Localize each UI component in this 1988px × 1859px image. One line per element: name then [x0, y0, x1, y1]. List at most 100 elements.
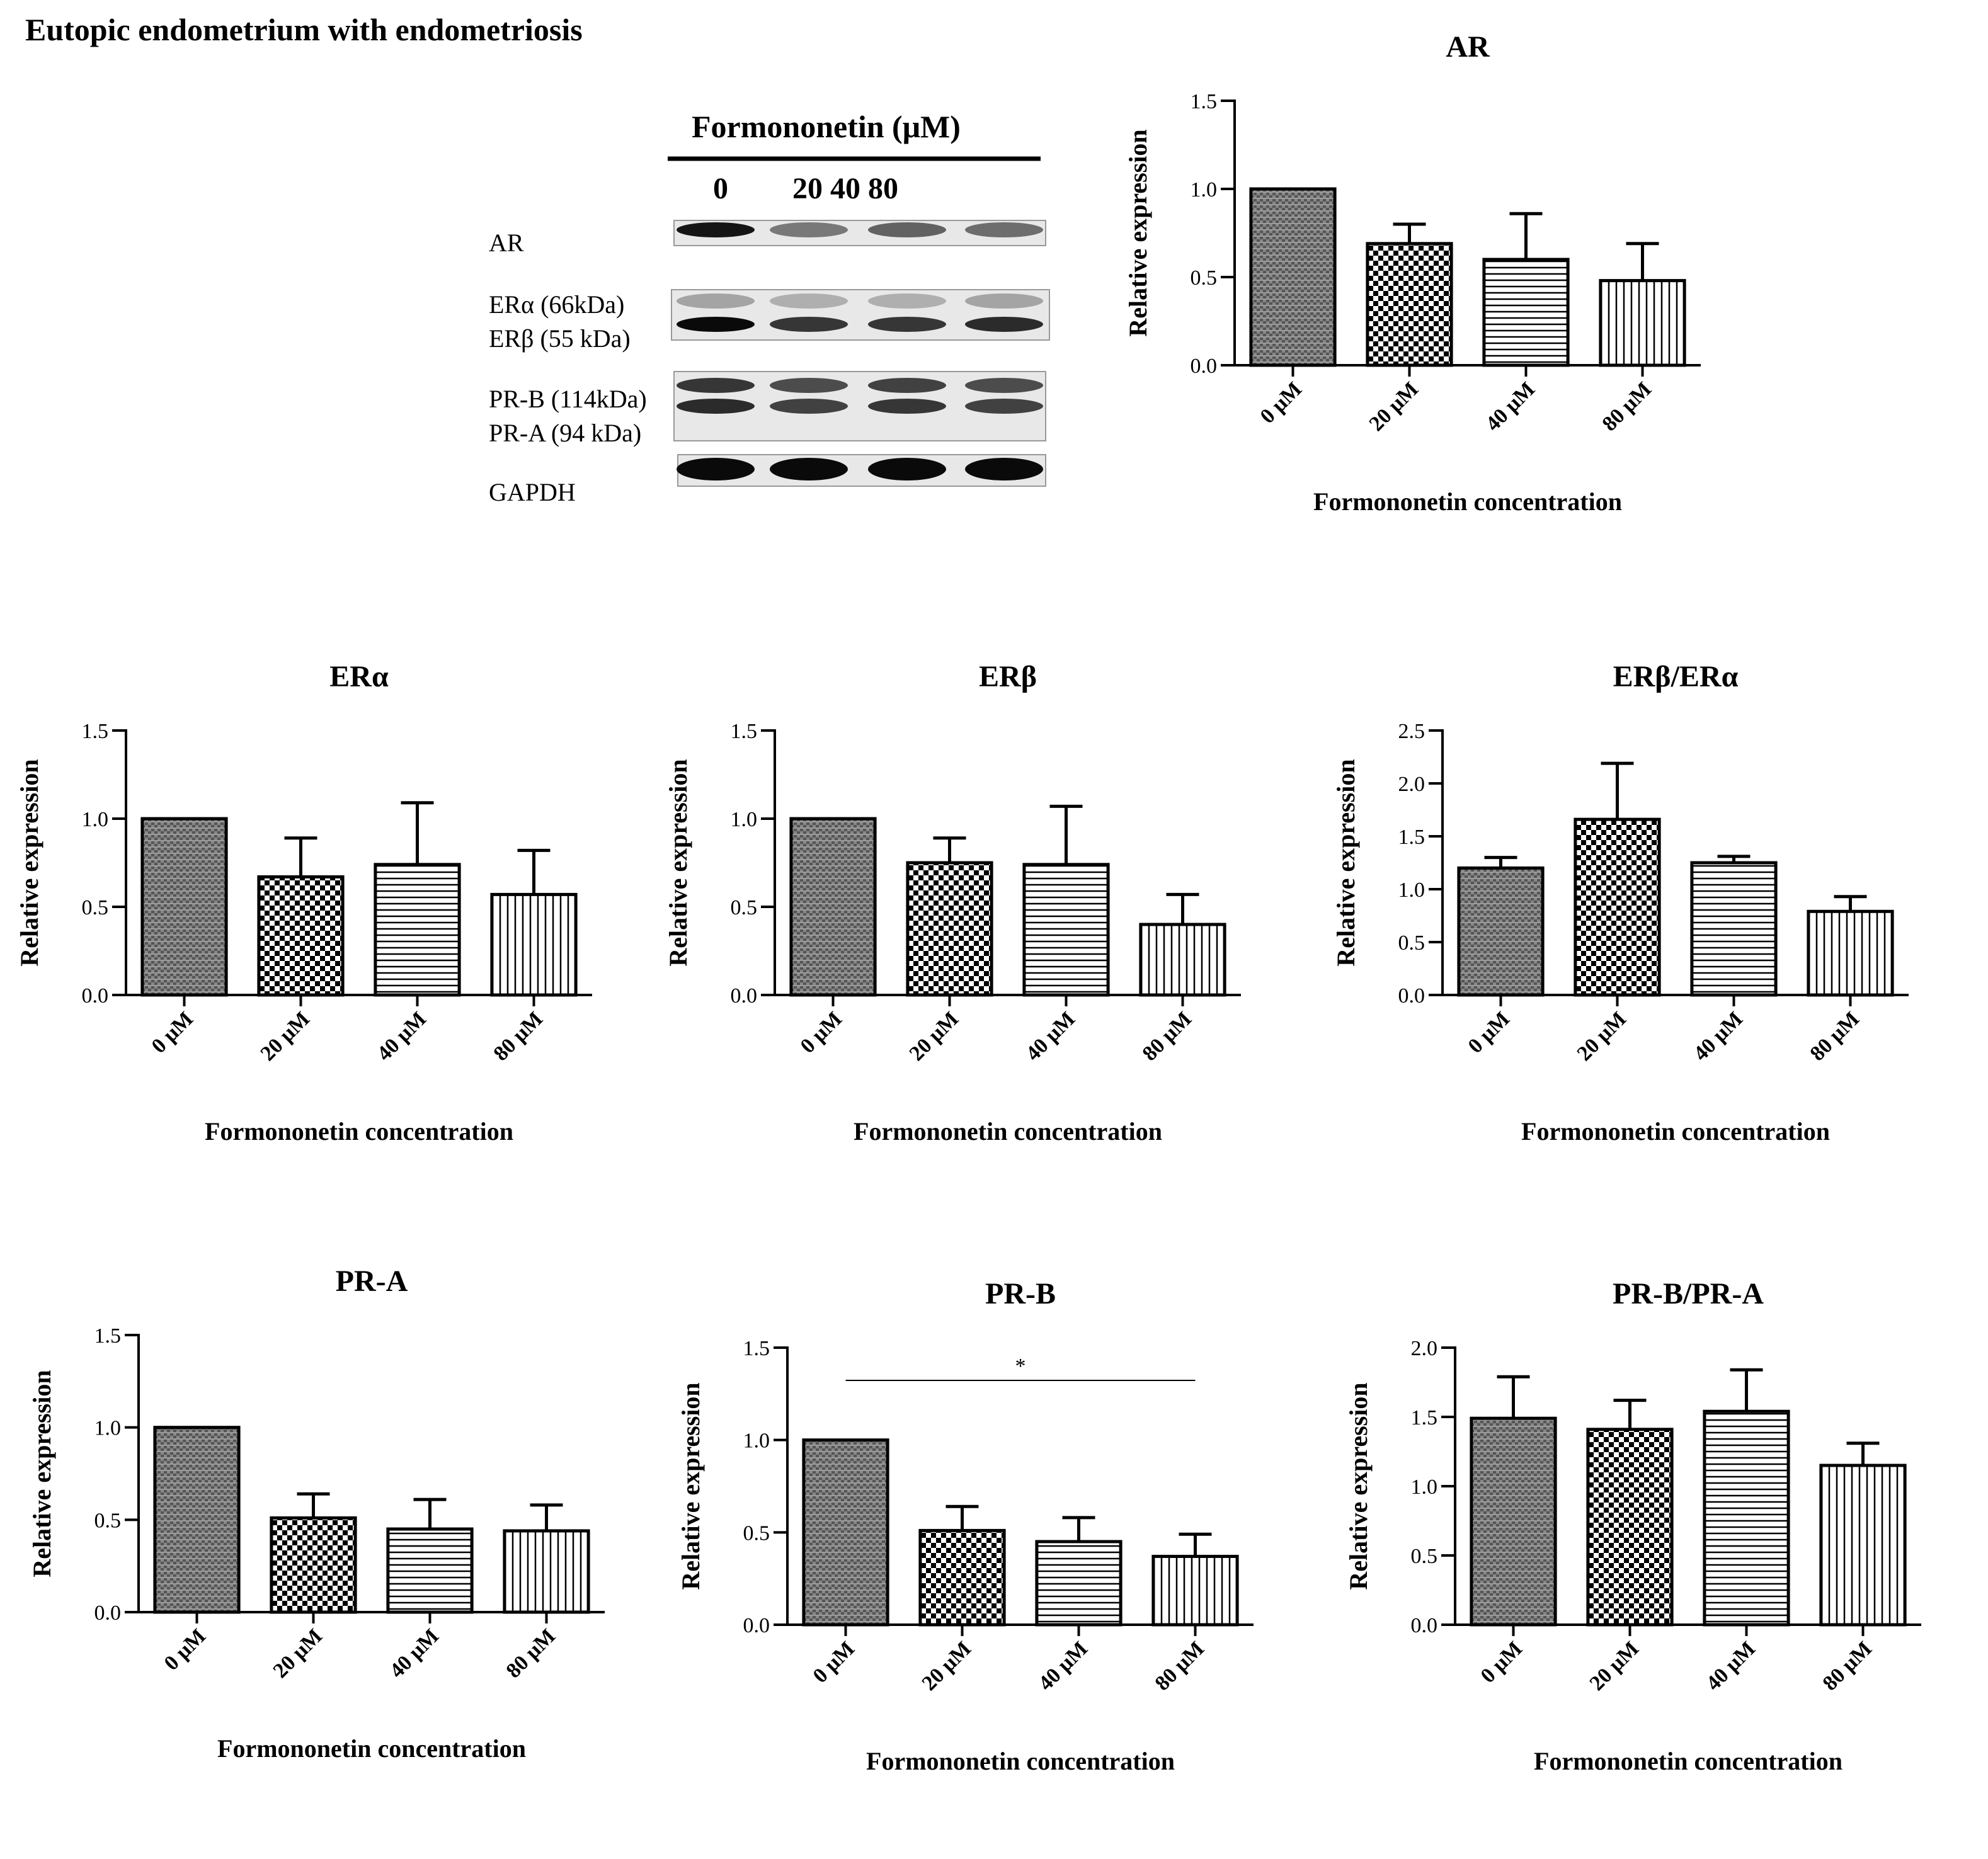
x-tick-label: 80 μM — [1819, 1637, 1877, 1695]
y-tick-label: 1.0 — [94, 1417, 122, 1440]
bar-3 — [490, 892, 578, 997]
y-tick-label: 2.0 — [1398, 773, 1425, 796]
bar-2 — [1482, 258, 1570, 367]
x-tick-label: 0 μM — [147, 1007, 198, 1058]
blot-band-erb-3 — [965, 317, 1043, 332]
chart-erb-era: ERβ/ERα 0.0 0.5 1.0 1.5 2.0 2.5 Relative expres… — [1329, 649, 1934, 1228]
bar-0 — [140, 817, 228, 997]
y-tick-label: 0.5 — [743, 1521, 770, 1545]
y-axis-label: Relative expression — [1332, 759, 1360, 966]
x-axis-label: Formononetin concentration — [1521, 1117, 1830, 1146]
blot-label-erb: ERβ (55 kDa) — [489, 324, 631, 353]
x-tick-label: 20 μM — [905, 1007, 964, 1066]
chart-prb-pra: PR-B/PR-A 0.0 0.5 1.0 1.5 2.0 Relative express… — [1342, 1266, 1946, 1858]
x-axis-label: Formononetin concentration — [866, 1747, 1175, 1775]
bar-1 — [1574, 817, 1661, 997]
y-tick-label: 0.0 — [1398, 984, 1425, 1008]
chart-title: PR-B/PR-A — [1613, 1277, 1764, 1310]
blot-band-ar-3 — [965, 222, 1043, 237]
x-tick-label: 80 μM — [489, 1007, 548, 1066]
chart-erb: ERβ 0.0 0.5 1.0 1.5 Relative expression 0 μM 20… — [661, 649, 1266, 1228]
y-tick-label: 0.0 — [82, 984, 109, 1008]
blot-band-ar-2 — [868, 222, 946, 237]
blot-band-prb-2 — [868, 378, 946, 393]
blot-band-era-2 — [868, 293, 946, 309]
x-axis-label: Formononetin concentration — [205, 1117, 513, 1146]
blot-band-prb-0 — [677, 378, 755, 393]
y-tick-label: 1.5 — [94, 1324, 122, 1348]
bar-3 — [1819, 1464, 1907, 1627]
significance-marker: * — [1015, 1355, 1026, 1378]
y-tick-label: 1.5 — [1398, 826, 1425, 849]
bar-2 — [1690, 861, 1778, 997]
x-axis-label: Formononetin concentration — [1534, 1747, 1842, 1775]
bar-0 — [153, 1426, 241, 1614]
blot-band-pra-1 — [770, 399, 848, 414]
blot-band-pra-0 — [677, 399, 755, 414]
x-tick-label: 40 μM — [1482, 377, 1540, 436]
blot-band-erb-2 — [868, 317, 946, 332]
y-tick-label: 0.0 — [94, 1601, 122, 1625]
y-axis-label: Relative expression — [28, 1370, 56, 1577]
bar-1 — [257, 875, 345, 997]
bar-0 — [1249, 187, 1337, 367]
y-axis-label: Relative expression — [1124, 129, 1152, 336]
y-tick-label: 1.5 — [1191, 90, 1218, 113]
blot-label-gapdh: GAPDH — [489, 478, 576, 506]
bar-2 — [1703, 1409, 1790, 1627]
y-tick-label: 0.0 — [1191, 355, 1218, 378]
y-tick-label: 1.5 — [743, 1337, 770, 1360]
y-tick-label: 1.5 — [1411, 1406, 1438, 1430]
blot-band-prb-3 — [965, 378, 1043, 393]
bar-1 — [906, 861, 993, 997]
chart-title: ERα — [329, 660, 389, 693]
blot-band-era-3 — [965, 293, 1043, 309]
y-tick-label: 0.0 — [731, 984, 758, 1008]
bar-0 — [1457, 866, 1545, 997]
blot-band-erb-0 — [677, 317, 755, 332]
x-tick-label: 80 μM — [1151, 1637, 1209, 1695]
x-tick-label: 40 μM — [1689, 1007, 1748, 1066]
chart-prb: PR-B 0.0 0.5 1.0 1.5 Relative expression 0 μM 2… — [674, 1266, 1279, 1858]
y-tick-label: 0.5 — [1191, 266, 1218, 290]
blot-band-era-1 — [770, 293, 848, 309]
blot-band-ar-1 — [770, 222, 848, 237]
bar-1 — [1366, 242, 1453, 367]
y-axis-label: Relative expression — [15, 759, 43, 966]
chart-ar: AR 0.0 0.5 1.0 1.5 Relative expression 0 μM 20 … — [1121, 19, 1726, 598]
chart-title: ERβ/ERα — [1613, 660, 1739, 693]
x-tick-label: 20 μM — [269, 1624, 328, 1683]
blot-lanes-rest: 20 40 80 — [792, 172, 898, 205]
chart-era: ERα 0.0 0.5 1.0 1.5 Relative expression 0 μM 20… — [13, 649, 617, 1228]
chart-pra: PR-A 0.0 0.5 1.0 1.5 Relative expression 0 μM 2… — [25, 1253, 630, 1845]
y-tick-label: 1.0 — [743, 1430, 770, 1453]
x-tick-label: 0 μM — [796, 1007, 847, 1058]
x-tick-label: 20 μM — [1365, 377, 1424, 436]
blot-label-prb: PR-B (114kDa) — [489, 385, 647, 413]
bar-3 — [1599, 279, 1686, 367]
bar-1 — [270, 1516, 357, 1614]
blot-bands — [671, 220, 1050, 487]
y-tick-label: 1.0 — [1191, 178, 1218, 202]
blot-band-pra-2 — [868, 399, 946, 414]
x-tick-label: 0 μM — [1256, 377, 1307, 428]
chart-title: PR-A — [336, 1265, 408, 1298]
chart-title: ERβ — [979, 660, 1037, 693]
x-tick-label: 20 μM — [256, 1007, 315, 1066]
x-tick-label: 40 μM — [1034, 1637, 1093, 1695]
blot-band-pra-3 — [965, 399, 1043, 414]
x-tick-label: 40 μM — [1702, 1637, 1761, 1695]
bar-2 — [1022, 863, 1110, 997]
y-tick-label: 0.5 — [82, 896, 109, 919]
blot-band-gapdh-0 — [677, 458, 755, 480]
x-tick-label: 0 μM — [809, 1637, 860, 1688]
x-tick-label: 0 μM — [1477, 1637, 1528, 1688]
x-tick-label: 0 μM — [160, 1624, 211, 1675]
bar-3 — [1151, 1554, 1239, 1627]
bar-1 — [1586, 1428, 1674, 1627]
y-axis-label: Relative expression — [1344, 1382, 1373, 1589]
bar-0 — [802, 1438, 889, 1627]
bar-3 — [1139, 923, 1226, 997]
western-blot — [668, 156, 1050, 487]
x-axis-label: Formononetin concentration — [217, 1734, 526, 1763]
